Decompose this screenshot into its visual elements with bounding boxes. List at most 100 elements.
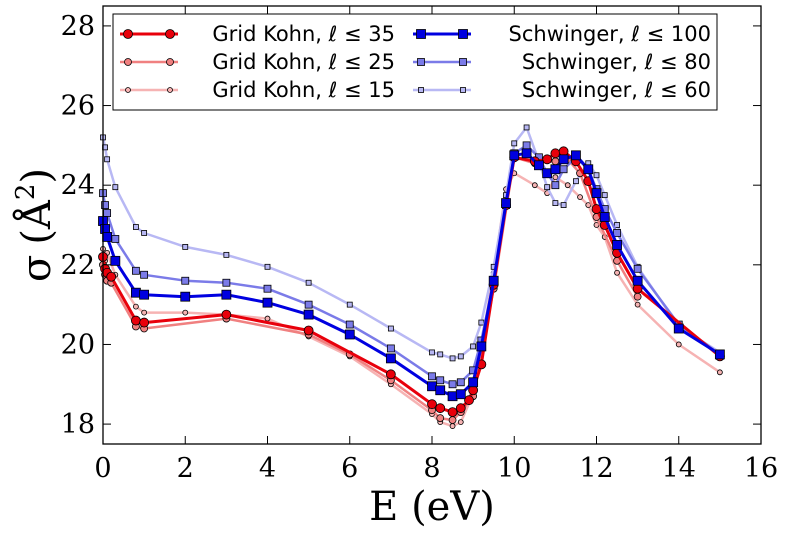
data-point	[303, 309, 314, 320]
data-point	[509, 150, 520, 161]
x-tick-label: 16	[744, 453, 778, 484]
data-point	[583, 164, 594, 175]
x-tick-label: 12	[579, 453, 613, 484]
data-point	[511, 140, 518, 147]
data-point	[222, 278, 231, 287]
data-point	[435, 385, 446, 396]
series-4	[98, 148, 725, 402]
data-point	[103, 209, 112, 217]
data-point	[542, 168, 553, 179]
data-point	[564, 182, 571, 189]
legend-marker	[460, 87, 466, 93]
y-tick-label: 24	[61, 170, 95, 201]
data-point	[476, 341, 487, 352]
data-point	[436, 376, 445, 385]
x-tick-label: 4	[259, 453, 276, 484]
data-point	[673, 323, 684, 334]
data-point	[435, 403, 446, 414]
data-point	[551, 157, 560, 166]
data-point	[102, 232, 113, 242]
data-point	[436, 414, 445, 423]
data-point	[542, 154, 553, 165]
data-point	[387, 325, 394, 332]
data-point	[385, 369, 396, 380]
y-tick-label: 28	[61, 11, 95, 42]
legend-entry: Schwinger, ℓ ≤ 60	[413, 78, 711, 102]
legend-marker	[165, 29, 175, 39]
data-point	[132, 303, 139, 310]
y-tick-label: 20	[61, 329, 95, 360]
x-tick-label: 14	[662, 453, 696, 484]
data-point	[139, 289, 150, 300]
data-point	[141, 230, 148, 236]
data-point	[534, 160, 544, 171]
data-point	[501, 198, 511, 209]
legend-label: Grid Kohn, ℓ ≤ 15	[212, 78, 395, 102]
x-axis-label: E (eV)	[369, 484, 495, 530]
data-point	[305, 279, 312, 286]
svg-text:σ(Å2): σ(Å2)	[11, 168, 60, 282]
x-tick-label: 2	[177, 453, 194, 484]
data-point	[385, 353, 396, 364]
y-tick-label: 22	[61, 250, 95, 281]
data-point	[449, 355, 456, 362]
legend-marker	[125, 87, 131, 93]
data-point	[182, 243, 189, 250]
data-point	[427, 399, 437, 410]
data-point	[449, 423, 456, 429]
y-axis-label: σ(Å2)	[11, 168, 60, 282]
data-point	[613, 229, 621, 237]
y-axis-label-unit: Å	[13, 199, 60, 230]
data-point	[455, 403, 466, 414]
legend-entry: Schwinger, ℓ ≤ 80	[413, 50, 711, 74]
legend-label: Grid Kohn, ℓ ≤ 25	[212, 50, 395, 74]
data-point	[464, 395, 474, 406]
data-point	[139, 317, 150, 328]
series-layer	[98, 124, 725, 429]
data-point	[221, 289, 232, 300]
data-point	[131, 266, 140, 275]
data-point	[599, 212, 610, 222]
x-tick-label: 0	[94, 453, 111, 484]
data-point	[429, 349, 435, 356]
data-point	[633, 292, 642, 301]
data-point	[263, 284, 272, 293]
data-point	[552, 200, 559, 207]
y-tick-label: 26	[61, 91, 95, 122]
legend-entry: Grid Kohn, ℓ ≤ 35	[120, 22, 395, 46]
data-point	[303, 325, 314, 336]
legend-label: Grid Kohn, ℓ ≤ 35	[212, 22, 395, 46]
data-point	[182, 309, 189, 316]
data-point	[447, 407, 458, 418]
series-line	[101, 151, 721, 398]
y-tick-label: 18	[61, 409, 95, 440]
data-point	[488, 275, 499, 286]
data-point	[111, 235, 120, 243]
data-point	[112, 184, 119, 191]
data-point	[130, 315, 141, 326]
x-tick-label: 8	[423, 453, 440, 484]
y-axis-label-exponent: 2	[11, 184, 41, 201]
data-point	[675, 341, 682, 348]
data-point	[130, 287, 141, 298]
data-point	[573, 178, 579, 185]
data-point	[633, 264, 642, 273]
data-point	[223, 251, 230, 258]
data-point	[456, 378, 465, 387]
data-point	[714, 349, 725, 360]
legend-entry: Schwinger, ℓ ≤ 100	[413, 22, 711, 46]
data-point	[544, 184, 551, 191]
data-point	[427, 381, 437, 392]
data-point	[468, 377, 479, 388]
data-point	[264, 263, 271, 270]
data-point	[470, 343, 477, 350]
data-point	[591, 188, 602, 199]
data-point	[523, 124, 530, 131]
x-tick-label: 10	[497, 453, 531, 484]
data-point	[455, 389, 466, 400]
data-point	[344, 329, 355, 340]
data-point	[552, 174, 559, 181]
legend-marker	[166, 58, 174, 66]
